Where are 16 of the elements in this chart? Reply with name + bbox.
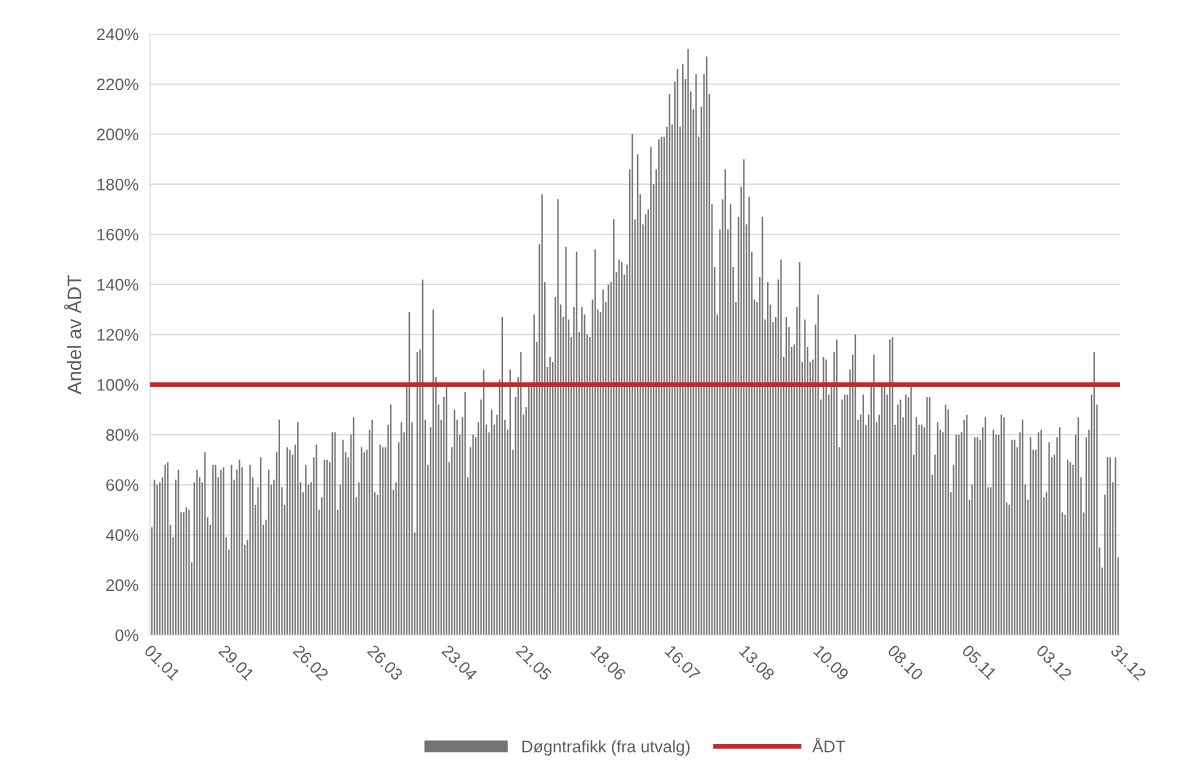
y-tick-label: 60% <box>106 479 139 491</box>
legend-label: ÅDT <box>812 737 846 753</box>
y-tick-label: 100% <box>97 378 139 391</box>
legend-label: Døgntrafikk (fra utvalg) <box>522 740 690 756</box>
y-tick-label: 0% <box>115 629 139 642</box>
y-tick-label: 80% <box>106 429 139 441</box>
y-tick-label: 200% <box>97 128 139 141</box>
y-tick-label: 240% <box>97 28 139 41</box>
y-tick-label: 220% <box>97 78 139 91</box>
y-tick-label: 160% <box>97 228 139 241</box>
y-tick-label: 40% <box>105 529 139 542</box>
y-tick-label: 180% <box>97 178 139 191</box>
y-tick-label: 20% <box>106 579 139 592</box>
y-axis-title: Andel av ÅDT <box>64 274 82 395</box>
y-tick-label: 120% <box>97 328 139 341</box>
y-tick-label: 140% <box>97 278 139 291</box>
